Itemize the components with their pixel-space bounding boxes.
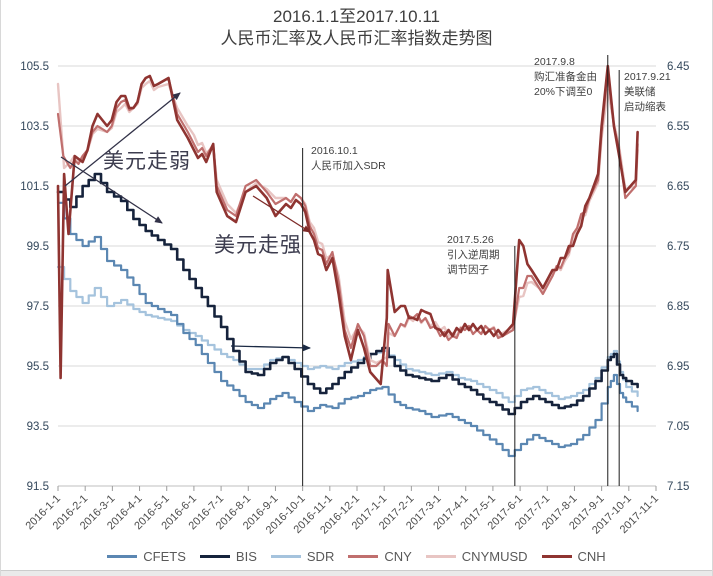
legend-swatch-sdr xyxy=(270,555,301,558)
legend-swatch-cnymusd xyxy=(425,555,456,558)
sdr-inclusion-note-line: 人民币加入SDR xyxy=(311,160,386,172)
svg-text:7.15: 7.15 xyxy=(667,481,689,493)
annotation-arrow xyxy=(230,344,311,352)
legend-swatch-cfets xyxy=(107,555,138,558)
legend-label-cny: CNY xyxy=(384,549,412,564)
svg-text:91.5: 91.5 xyxy=(27,481,49,493)
legend-item-cnymusd: CNYMUSD xyxy=(425,549,528,564)
svg-text:101.5: 101.5 xyxy=(20,181,49,193)
y-axis-right-labels: 6.45 6.55 6.65 6.75 6.85 6.95 7.05 7.15 xyxy=(667,61,689,493)
fx-reserve-requirement-note-line: 购汇准备金由 xyxy=(534,71,597,83)
arrows xyxy=(60,92,311,352)
legend-item-sdr: SDR xyxy=(270,549,335,564)
svg-text:7.05: 7.05 xyxy=(667,421,689,433)
event-lines xyxy=(302,55,620,486)
annotation-arrow xyxy=(60,156,163,224)
window-bottom-edge xyxy=(1,570,712,576)
series-line-sdr xyxy=(56,265,639,404)
svg-text:6.65: 6.65 xyxy=(667,181,689,193)
series-line-cnymusd xyxy=(56,79,639,365)
svg-text:6.75: 6.75 xyxy=(667,241,689,253)
chart-legend: CFETS BIS SDR CNY CNYMUSD CNH xyxy=(1,549,712,564)
svg-text:6.95: 6.95 xyxy=(667,361,689,373)
chart-title: 2016.1.1至2017.10.11 人民币汇率及人民币汇率指数走势图 xyxy=(1,6,712,50)
fed-balance-sheet-note-line: 启动缩表 xyxy=(624,101,666,113)
dollar-strong-label-line: 美元走强 xyxy=(214,234,302,257)
fed-balance-sheet-note-line: 美联储 xyxy=(624,86,656,98)
chart-title-line1: 2016.1.1至2017.10.11 xyxy=(273,7,440,26)
countercyclical-factor-note: 2017.5.26 引入逆周期调节因子 xyxy=(447,233,500,278)
legend-swatch-cnh xyxy=(541,555,572,558)
legend-label-bis: BIS xyxy=(235,549,257,564)
chart-title-line2: 人民币汇率及人民币汇率指数走势图 xyxy=(220,29,493,48)
svg-text:103.5: 103.5 xyxy=(20,121,49,133)
legend-label-cnymusd: CNYMUSD xyxy=(461,549,528,564)
fx-reserve-requirement-note: 2017.9.8 购汇准备金由 20%下调至0 xyxy=(534,55,597,100)
legend-label-cfets: CFETS xyxy=(143,549,186,564)
countercyclical-factor-note-line: 引入逆周期 xyxy=(447,249,500,261)
series-line-cfets xyxy=(56,201,639,458)
dollar-strong-label: 美元走强 xyxy=(214,233,302,258)
x-axis-labels: 2016-1-12016-2-12016-3-12016-4-12016-5-1… xyxy=(23,485,661,537)
legend-item-cny: CNY xyxy=(348,549,412,564)
annotation-arrow xyxy=(64,92,181,187)
dollar-weak-label-line: 美元走弱 xyxy=(103,150,191,173)
svg-text:6.45: 6.45 xyxy=(667,61,689,73)
series-line-bis xyxy=(56,172,639,416)
legend-item-bis: BIS xyxy=(199,549,257,564)
sdr-inclusion-note: 2016.10.1 人民币加入SDR xyxy=(311,144,386,174)
svg-text:97.5: 97.5 xyxy=(27,301,49,313)
gridlines xyxy=(58,65,656,487)
series-line-cnh xyxy=(56,64,639,386)
svg-text:93.5: 93.5 xyxy=(27,421,49,433)
series-line-cny xyxy=(56,70,639,368)
dollar-weak-label: 美元走弱 xyxy=(103,149,191,174)
sdr-inclusion-note-line: 2016.10.1 xyxy=(311,145,358,157)
svg-text:105.5: 105.5 xyxy=(20,61,49,73)
svg-text:95.5: 95.5 xyxy=(27,361,49,373)
legend-label-cnh: CNH xyxy=(577,549,606,564)
fx-reserve-requirement-note-line: 2017.9.8 xyxy=(534,56,575,68)
fed-balance-sheet-note-line: 2017.9.21 xyxy=(624,71,671,83)
legend-label-sdr: SDR xyxy=(306,549,335,564)
fx-reserve-requirement-note-line: 20%下调至0 xyxy=(534,86,593,98)
legend-swatch-bis xyxy=(199,555,230,558)
annotation-arrow xyxy=(252,195,311,233)
countercyclical-factor-note-line: 2017.5.26 xyxy=(447,234,494,246)
y-axis-left-labels: 105.5 103.5 101.5 99.5 97.5 95.5 93.5 91.5 xyxy=(20,61,49,493)
legend-swatch-cny xyxy=(348,555,379,558)
fed-balance-sheet-note: 2017.9.21 美联储启动缩表 xyxy=(624,70,671,115)
countercyclical-factor-note-line: 调节因子 xyxy=(447,264,489,276)
svg-text:99.5: 99.5 xyxy=(27,241,49,253)
legend-item-cfets: CFETS xyxy=(107,549,186,564)
svg-text:6.85: 6.85 xyxy=(667,301,689,313)
legend-item-cnh: CNH xyxy=(541,549,606,564)
series xyxy=(56,64,639,458)
svg-text:6.55: 6.55 xyxy=(667,121,689,133)
